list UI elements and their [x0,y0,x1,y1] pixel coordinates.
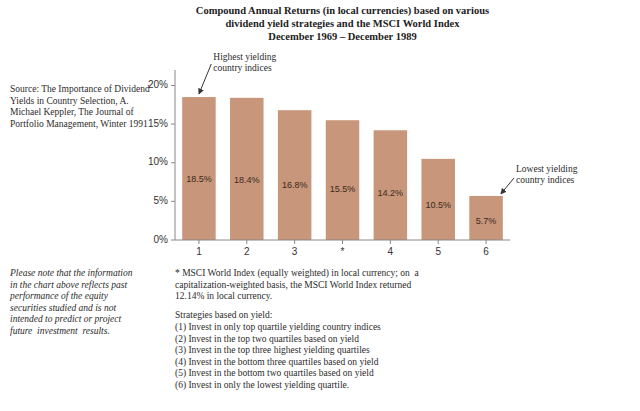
x-tick [246,240,247,244]
disclaimer: Please note that the informationin the c… [9,268,133,336]
x-tick [198,240,199,244]
y-tick [171,85,175,86]
y-tick [171,240,175,241]
title: Compound Annual Returns (in local curren… [196,5,489,42]
footnote: * MSCI World Index (equally weighted) in… [175,268,419,301]
x-tick-label: 4 [388,246,394,257]
x-tick-label: 2 [244,246,250,257]
y-tick [171,162,175,163]
strategy: (6) Invest in only the lowest yielding q… [175,380,349,391]
x-tick [438,240,439,244]
bar [469,196,503,240]
y-tick [171,201,175,202]
strategy: (4) Invest in the bottom three quartiles… [175,357,379,368]
strategy: (5) Invest in the bottom two quartiles b… [175,368,374,379]
x-tick [294,240,295,244]
data-label: 18.5% [186,174,212,184]
annotation-arrow [501,178,514,194]
x-tick-label: * [341,246,345,257]
annotation: Lowest yieldingcountry indices [516,164,578,185]
strategies-title: Strategies based on yield: [175,310,272,320]
bar [182,97,216,240]
chart: Compound Annual Returns (in local curren… [0,0,640,411]
bar [326,120,360,240]
y-tick [171,124,175,125]
data-label: 14.2% [378,188,404,198]
data-label: 10.5% [425,200,451,210]
data-label: 15.5% [330,184,356,194]
data-label: 18.4% [234,175,260,185]
data-label: 5.7% [476,216,497,226]
annotation: Highest yieldingcountry indices [213,52,276,73]
y-tick-label: 0% [154,234,169,245]
y-tick-label: 15% [148,118,168,129]
bar [278,110,312,240]
y-tick-label: 10% [148,156,168,167]
x-tick-label: 1 [196,246,202,257]
x-tick [486,240,487,244]
strategy: (1) Invest in only top quartile yielding… [175,322,381,333]
y-tick-label: 5% [154,195,169,206]
strategy: (3) Invest in the top three highest yiel… [175,345,370,356]
data-label: 16.8% [282,180,308,190]
source: Source: The Importance of DividendYields… [10,84,150,129]
bar [374,130,408,240]
bar [421,159,455,240]
bar [230,98,263,240]
bars [182,97,503,240]
x-tick-label: 3 [292,246,298,257]
x-tick-label: 6 [483,246,489,257]
x-tick-label: 5 [435,246,441,257]
strategy: (2) Invest in the top two quartiles base… [175,334,359,345]
annotation-arrow [199,64,211,94]
x-tick [342,240,343,244]
y-tick-label: 20% [148,79,168,90]
x-tick [390,240,391,244]
y-axis [175,70,176,240]
